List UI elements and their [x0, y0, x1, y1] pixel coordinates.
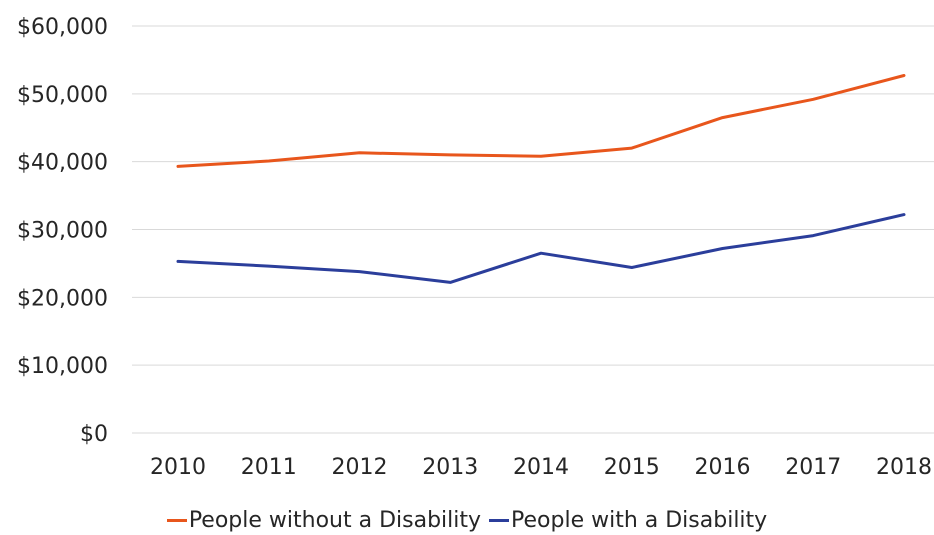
data-point [539, 154, 543, 158]
x-tick-label: 2015 [604, 455, 660, 480]
x-tick-label: 2016 [695, 455, 751, 480]
x-tick-label: 2018 [876, 455, 932, 480]
chart-plot-area: $0 $10,000 $20,000 $30,000 $40,000 $50,000 $60… [17, 15, 934, 480]
legend-item-1: People without a Disability [166, 507, 482, 533]
data-point [902, 74, 906, 78]
x-tick-label: 2012 [332, 455, 388, 480]
y-tick-label: $30,000 [17, 219, 108, 244]
data-point [721, 116, 725, 120]
x-tick-label: 2017 [785, 455, 841, 480]
legend-swatch [489, 518, 510, 522]
data-point [358, 270, 362, 274]
series-line-2 [176, 213, 906, 284]
x-tick-label: 2010 [150, 455, 206, 480]
y-tick-label: $10,000 [17, 354, 108, 379]
data-point [811, 234, 815, 238]
data-point [448, 280, 452, 284]
y-tick-label: $50,000 [17, 83, 108, 108]
x-tick-label: 2014 [513, 455, 569, 480]
data-point [630, 265, 634, 269]
data-point [721, 246, 725, 250]
x-tick-label: 2013 [422, 455, 478, 480]
data-point [176, 164, 180, 168]
data-point [358, 151, 362, 155]
chart-legend: People without a Disability People with a… [0, 505, 934, 535]
x-tick-label: 2011 [241, 455, 297, 480]
y-tick-label: $60,000 [17, 15, 108, 40]
y-tick-label: $0 [80, 422, 108, 447]
data-point [811, 97, 815, 101]
y-tick-label: $20,000 [17, 286, 108, 311]
data-point [539, 251, 543, 255]
legend-label: People with a Disability [511, 507, 768, 533]
legend-swatch [166, 518, 187, 522]
data-point [267, 159, 271, 163]
legend-item-2: People with a Disability [489, 508, 767, 533]
data-point [902, 213, 906, 217]
legend-label: People without a Disability [188, 507, 482, 533]
data-point [448, 153, 452, 157]
data-point [267, 264, 271, 268]
data-point [176, 259, 180, 263]
y-tick-label: $40,000 [17, 151, 108, 176]
data-point [630, 146, 634, 150]
series-line-1 [176, 74, 906, 168]
